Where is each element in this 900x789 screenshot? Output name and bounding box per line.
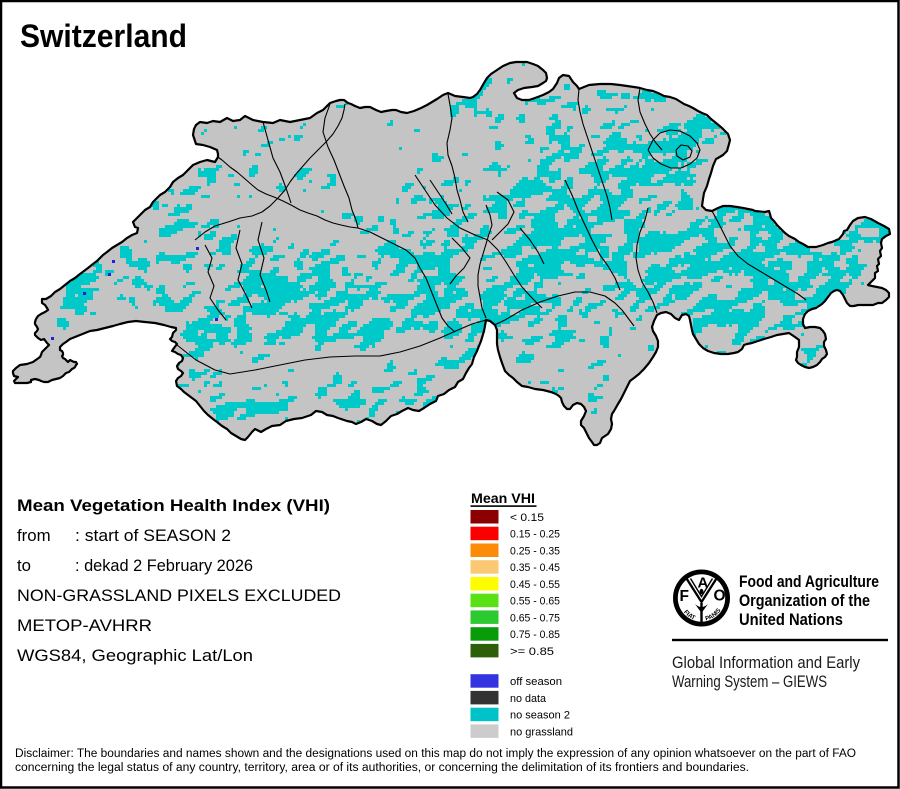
svg-text:no data: no data bbox=[510, 693, 547, 705]
svg-text:0.45 - 0.55: 0.45 - 0.55 bbox=[510, 579, 560, 591]
svg-text:0.25 - 0.35: 0.25 - 0.35 bbox=[510, 546, 560, 558]
svg-text:Warning System – GIEWS: Warning System – GIEWS bbox=[672, 673, 827, 691]
svg-text:< 0.15: < 0.15 bbox=[510, 512, 544, 524]
svg-text:METOP-AVHRR: METOP-AVHRR bbox=[17, 616, 152, 635]
svg-text:Organization of the: Organization of the bbox=[739, 591, 870, 610]
svg-text:0.65 - 0.75: 0.65 - 0.75 bbox=[510, 612, 560, 624]
svg-text:WGS84, Geographic Lat/Lon: WGS84, Geographic Lat/Lon bbox=[17, 646, 253, 665]
svg-text:Global Information and Early: Global Information and Early bbox=[672, 654, 861, 672]
svg-text:concerning the legal status of: concerning the legal status of any count… bbox=[15, 762, 749, 774]
svg-text:>= 0.85: >= 0.85 bbox=[510, 646, 554, 658]
svg-text:0.55 - 0.65: 0.55 - 0.65 bbox=[510, 596, 560, 608]
svg-text:O: O bbox=[714, 588, 726, 605]
svg-text:no grassland: no grassland bbox=[510, 726, 573, 738]
svg-text:from: from bbox=[17, 526, 51, 545]
svg-text:0.75 - 0.85: 0.75 - 0.85 bbox=[510, 629, 560, 641]
svg-text:Disclaimer: The boundaries and: Disclaimer: The boundaries and names sho… bbox=[15, 748, 856, 760]
svg-text:off season: off season bbox=[510, 676, 562, 688]
svg-text:to: to bbox=[17, 556, 31, 575]
svg-text:: start of SEASON 2: : start of SEASON 2 bbox=[75, 526, 231, 545]
svg-text:NON-GRASSLAND PIXELS EXCLUDED: NON-GRASSLAND PIXELS EXCLUDED bbox=[17, 586, 341, 605]
svg-text:F: F bbox=[680, 588, 689, 605]
svg-text:Mean Vegetation Health Index (: Mean Vegetation Health Index (VHI) bbox=[17, 496, 330, 515]
svg-text:Switzerland: Switzerland bbox=[20, 18, 187, 54]
svg-text:0.35 - 0.45: 0.35 - 0.45 bbox=[510, 562, 560, 574]
svg-text:United Nations: United Nations bbox=[739, 610, 843, 629]
svg-text:Mean VHI: Mean VHI bbox=[471, 490, 535, 506]
svg-text:Food and Agriculture: Food and Agriculture bbox=[739, 572, 879, 591]
svg-text:0.15 - 0.25: 0.15 - 0.25 bbox=[510, 529, 560, 541]
svg-text:A: A bbox=[698, 575, 709, 592]
svg-text:: dekad 2 February 2026: : dekad 2 February 2026 bbox=[75, 556, 253, 575]
svg-text:no season 2: no season 2 bbox=[510, 710, 570, 722]
